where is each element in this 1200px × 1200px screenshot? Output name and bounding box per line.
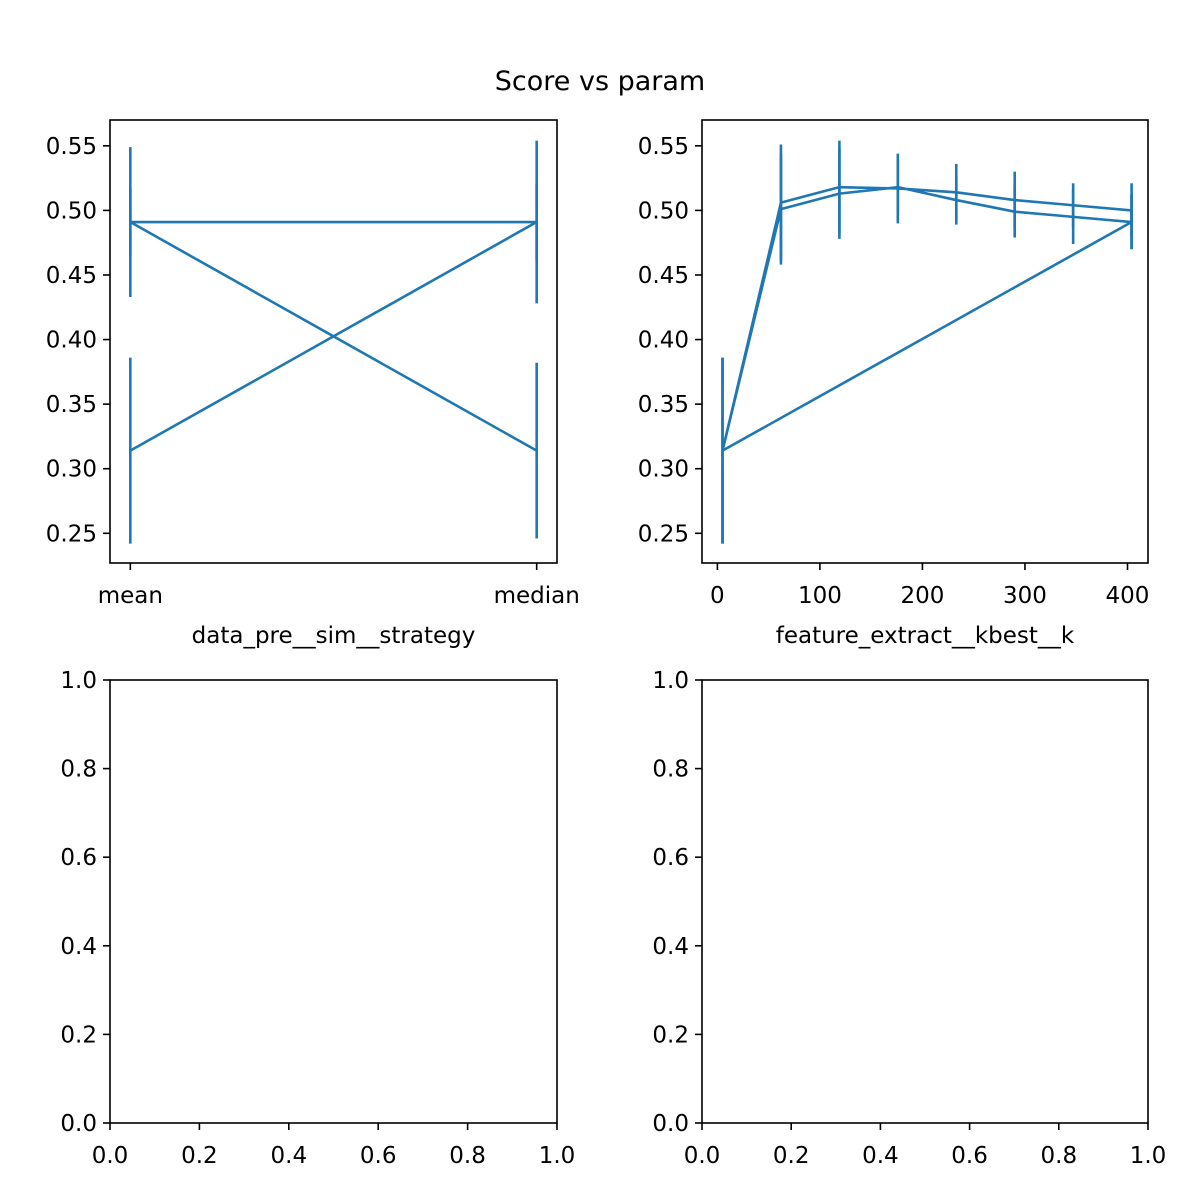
- y-tick-label: 1.0: [60, 668, 97, 694]
- x-tick-label: 0.4: [271, 1143, 308, 1169]
- y-tick-label: 0.40: [638, 328, 689, 354]
- y-tick-label: 0.30: [46, 457, 97, 483]
- x-tick-label: 1.0: [1130, 1143, 1167, 1169]
- x-tick-label: 0.0: [684, 1143, 721, 1169]
- y-tick-label: 0.2: [652, 1022, 689, 1048]
- x-tick-label: 0.4: [862, 1143, 899, 1169]
- x-tick-label: 0.0: [92, 1143, 129, 1169]
- y-tick-label: 0.6: [652, 845, 689, 871]
- y-tick-label: 0.55: [46, 134, 97, 160]
- x-axis-label: data_pre__sim__strategy: [192, 623, 476, 649]
- axes-frame: [701, 679, 1149, 1124]
- y-tick-label: 0.4: [60, 934, 97, 960]
- figure-title: Score vs param: [495, 66, 705, 97]
- series-line: [129, 220, 538, 452]
- y-tick-label: 0.0: [652, 1111, 689, 1137]
- y-tick-label: 0.25: [638, 521, 689, 547]
- x-tick-label: 200: [900, 583, 944, 609]
- x-tick-label: 1.0: [539, 1143, 576, 1169]
- panel-top-left: 0.25 0.30 0.35 0.40 0.45 0.50 0.55 mean median da…: [46, 119, 580, 649]
- y-tick-label: 0.8: [60, 757, 97, 783]
- axes-frame: [109, 679, 558, 1124]
- x-tick-label: 0.2: [181, 1143, 218, 1169]
- panel-bottom-left: 0.0 0.2 0.4 0.6 0.8 1.0 0.0 0.2 0.4 0.6 0.8 1.0: [60, 668, 575, 1169]
- y-tick-label: 0.45: [638, 263, 689, 289]
- x-tick-label: mean: [98, 583, 163, 609]
- y-tick-label: 0.6: [60, 845, 97, 871]
- x-tick-label: 0.8: [449, 1143, 486, 1169]
- y-tick-label: 0.40: [46, 328, 97, 354]
- y-tick-label: 0.30: [638, 457, 689, 483]
- y-tick-label: 0.0: [60, 1111, 97, 1137]
- y-tick-label: 1.0: [652, 668, 689, 694]
- x-axis-label: feature_extract__kbest__k: [776, 623, 1075, 649]
- x-tick-label: 0.6: [360, 1143, 397, 1169]
- y-tick-label: 0.35: [638, 392, 689, 418]
- y-tick-label: 0.8: [652, 757, 689, 783]
- x-tick-label: 0.6: [951, 1143, 988, 1169]
- x-tick-label: 0.2: [773, 1143, 810, 1169]
- y-tick-label: 0.50: [638, 198, 689, 224]
- x-tick-label: 400: [1106, 583, 1150, 609]
- y-tick-label: 0.4: [652, 934, 689, 960]
- axes-frame: [109, 119, 558, 564]
- panel-bottom-right: 0.0 0.2 0.4 0.6 0.8 1.0 0.0 0.2 0.4 0.6 0.8 1.0: [652, 668, 1166, 1169]
- axes-frame: [701, 119, 1149, 564]
- y-tick-label: 0.35: [46, 392, 97, 418]
- y-tick-label: 0.55: [638, 134, 689, 160]
- x-tick-label: 0.8: [1041, 1143, 1078, 1169]
- y-tick-label: 0.2: [60, 1022, 97, 1048]
- x-tick-label: median: [494, 583, 580, 609]
- y-tick-label: 0.25: [46, 521, 97, 547]
- y-tick-label: 0.45: [46, 263, 97, 289]
- x-tick-label: 0: [710, 583, 725, 609]
- x-tick-label: 100: [798, 583, 842, 609]
- x-tick-label: 300: [1003, 583, 1047, 609]
- y-tick-label: 0.50: [46, 198, 97, 224]
- panel-top-right: 0.25 0.30 0.35 0.40 0.45 0.50 0.55 0 100 200 300 40…: [638, 119, 1150, 649]
